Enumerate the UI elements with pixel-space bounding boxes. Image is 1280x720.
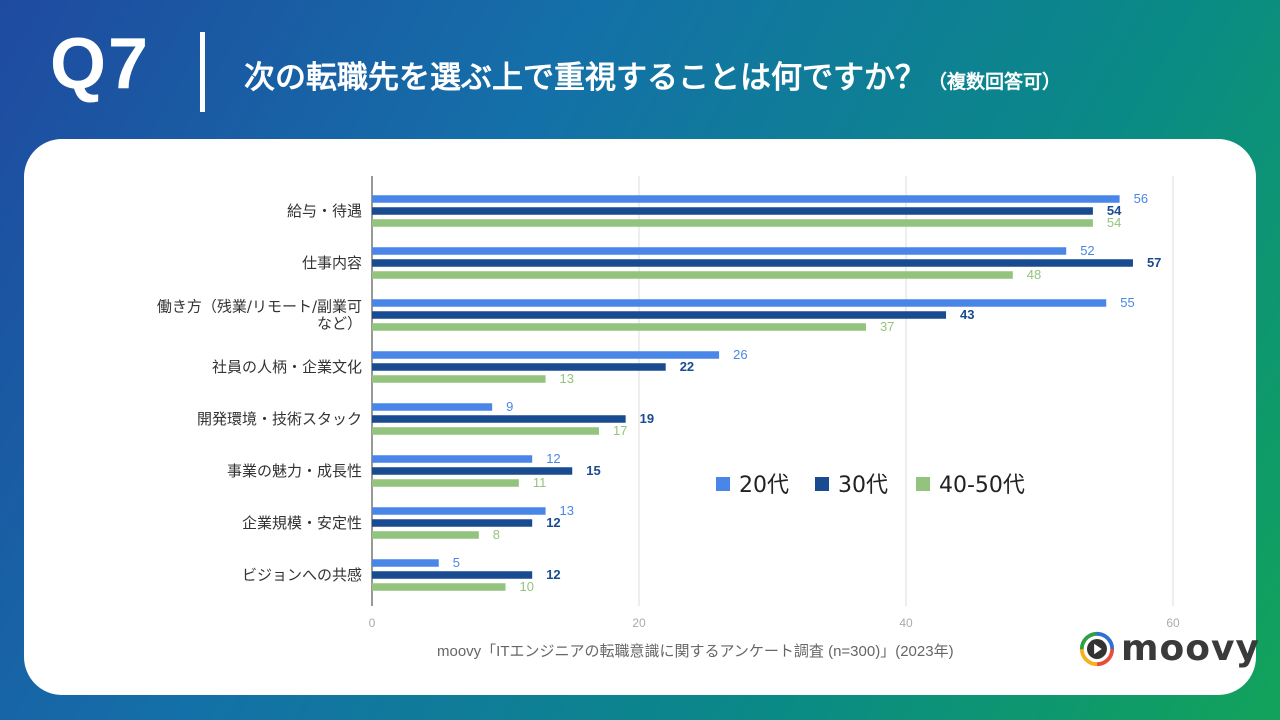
legend-label: 30代 <box>838 473 888 498</box>
header-divider <box>200 32 205 112</box>
x-tick-label: 60 <box>1166 616 1180 630</box>
bar <box>372 531 479 539</box>
data-label: 5 <box>453 555 460 570</box>
category-label: 社員の人柄・企業文化 <box>212 358 362 376</box>
category-label: ビジョンへの共感 <box>242 566 362 584</box>
category-label-line: 仕事内容 <box>302 254 362 272</box>
logo-text: moovy <box>1121 628 1260 669</box>
data-label: 12 <box>546 451 560 466</box>
data-label: 19 <box>640 411 654 426</box>
bar <box>372 427 599 435</box>
bar <box>372 375 546 383</box>
legend-label: 20代 <box>739 473 789 498</box>
moovy-logo: moovy <box>1078 628 1260 669</box>
data-label: 9 <box>506 399 513 414</box>
data-label: 22 <box>680 359 694 374</box>
bar <box>372 455 533 463</box>
data-label: 52 <box>1080 243 1094 258</box>
category-label-line: 開発環境・技術スタック <box>197 410 362 428</box>
category-label: 企業規模・安定性 <box>242 514 362 532</box>
question-text: 次の転職先を選ぶ上で重視することは何ですか？ <box>244 60 926 95</box>
bar <box>372 467 573 475</box>
question-number: Q7 <box>50 24 151 104</box>
data-label: 12 <box>546 515 560 530</box>
category-label-line: など） <box>317 315 362 333</box>
data-label: 12 <box>546 567 560 582</box>
data-label: 26 <box>733 347 747 362</box>
page-title: 次の転職先を選ぶ上で重視することは何ですか？ （複数回答可） <box>244 52 1061 97</box>
data-label: 13 <box>560 371 574 386</box>
category-label: 事業の魅力・成長性 <box>227 462 362 480</box>
question-note: （複数回答可） <box>928 72 1062 93</box>
category-label-line: 社員の人柄・企業文化 <box>212 358 362 376</box>
bar <box>372 247 1067 255</box>
data-label: 48 <box>1027 267 1041 282</box>
category-label-line: ビジョンへの共感 <box>242 566 362 584</box>
legend-swatch <box>815 477 829 491</box>
bar <box>372 311 947 319</box>
bar <box>372 479 519 487</box>
source-note: moovy「ITエンジニアの転職意識に関するアンケート調査 (n=300)」(2… <box>437 643 954 660</box>
data-label: 15 <box>586 463 600 478</box>
bar <box>372 207 1093 215</box>
play-logo-icon <box>1079 631 1115 666</box>
legend-swatch <box>916 477 930 491</box>
bar <box>372 299 1107 307</box>
data-label: 37 <box>880 319 894 334</box>
bar <box>372 519 533 527</box>
category-label-line: 事業の魅力・成長性 <box>227 462 362 480</box>
data-label: 13 <box>560 503 574 518</box>
category-label-line: 給与・待遇 <box>287 202 362 220</box>
data-label: 54 <box>1107 203 1122 218</box>
chart-card <box>24 139 1256 695</box>
data-label: 11 <box>533 475 547 490</box>
bar <box>372 259 1133 267</box>
bar <box>372 363 666 371</box>
data-label: 17 <box>613 423 627 438</box>
bar <box>372 583 506 591</box>
data-label: 56 <box>1134 191 1148 206</box>
x-tick-label: 20 <box>632 616 646 630</box>
bar <box>372 415 626 423</box>
data-label: 10 <box>520 579 534 594</box>
category-label-line: 企業規模・安定性 <box>242 514 362 532</box>
bar <box>372 271 1013 279</box>
bar <box>372 219 1093 227</box>
bar <box>372 559 439 567</box>
data-label: 43 <box>960 307 974 322</box>
data-label: 54 <box>1107 215 1121 230</box>
data-label: 8 <box>493 527 500 542</box>
category-label: 給与・待遇 <box>287 202 362 220</box>
category-label: 仕事内容 <box>302 254 362 272</box>
bar <box>372 195 1120 203</box>
bar <box>372 571 533 579</box>
category-label-line: 働き方（残業/リモート/副業可 <box>157 298 362 316</box>
data-label: 57 <box>1147 255 1161 270</box>
legend-swatch <box>716 477 730 491</box>
bar <box>372 507 546 515</box>
bar <box>372 351 720 359</box>
category-label: 開発環境・技術スタック <box>197 410 362 428</box>
x-tick-label: 0 <box>369 616 376 630</box>
bar <box>372 403 493 411</box>
data-label: 55 <box>1120 295 1134 310</box>
category-label: 働き方（残業/リモート/副業可など） <box>157 298 362 333</box>
x-tick-label: 40 <box>899 616 913 630</box>
bar <box>372 323 866 331</box>
legend-label: 40-50代 <box>939 473 1025 498</box>
